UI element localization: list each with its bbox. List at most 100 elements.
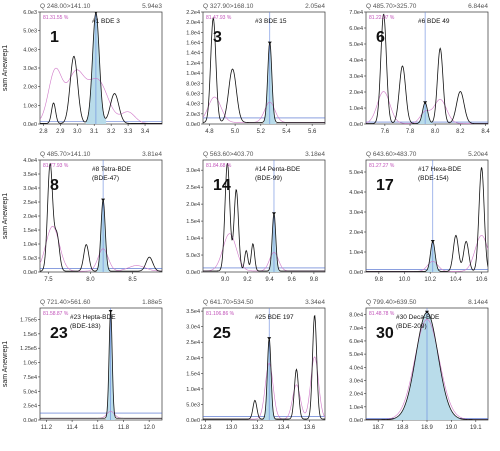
compound-title: #17 Hexa-BDE (418, 166, 462, 173)
y-tick-label: 1.25e5 (20, 346, 37, 352)
y-tick-label: 2.0e4 (349, 90, 363, 96)
y-tick-label: 4.0e4 (23, 158, 37, 164)
y-tick-label: 3.0e4 (186, 168, 200, 174)
sample-trace-line (366, 13, 488, 124)
x-tick-label: 10.4 (450, 277, 462, 283)
max-intensity-label: 8.14e4 (468, 299, 488, 306)
y-tick-label: 3.0e4 (186, 325, 200, 331)
panels: Q 248.00>141.10 5.94e3 0.0e0 1.0e3 2.0e3 3.0e… (2, 3, 490, 431)
compound-number-label: 23 (50, 325, 68, 342)
max-intensity-label: 3.18e4 (305, 151, 325, 158)
match-score-label: 81.48.78 % (369, 311, 395, 317)
sample-trace-line (366, 166, 488, 272)
compound-number-label: 17 (376, 177, 394, 194)
x-tick-label: 12.0 (143, 425, 155, 431)
y-tick-label: 2.0e4 (186, 356, 200, 362)
x-tick-label: 9.8 (310, 277, 319, 283)
chart-panel-14: Q 563.60>403.70 3.18e4 0.0e0 5.0e3 1.0e4 1.5e… (186, 151, 325, 283)
compound-title: #1 BDE 3 (92, 18, 120, 25)
x-tick-label: 7.8 (406, 129, 415, 135)
x-tick-label: 7.5 (44, 277, 53, 283)
compound-subtitle: (BDE-154) (418, 175, 449, 182)
transition-label: Q 563.60>403.70 (203, 151, 254, 158)
chart-panel-3: Q 327.90>168.10 2.05e4 0.0e0 2.0e3 4.0e3 6.0e… (186, 3, 325, 135)
y-tick-label: 2.0e3 (186, 112, 200, 118)
transition-label: Q 643.60>483.70 (366, 151, 417, 158)
match-score-label: 81.106.86 % (206, 311, 235, 317)
chart-panel-25: Q 641.70>534.50 3.34e4 0.0e0 5.0e3 1.0e4 1.5e… (186, 299, 325, 431)
y-tick-label: 1.5e4 (186, 371, 200, 377)
transition-label: Q 799.40>639.50 (366, 299, 417, 306)
plot-area (366, 12, 488, 124)
y-tick-label: 0.0e0 (23, 122, 37, 128)
x-tick-label: 13.6 (304, 425, 316, 431)
peak-apex-marker (271, 212, 276, 216)
x-tick-label: 10.6 (476, 277, 488, 283)
x-tick-label: 10.0 (399, 277, 411, 283)
peak-apex-marker (101, 198, 106, 202)
sample-trace-line (40, 163, 162, 272)
x-tick-label: 8.4 (481, 129, 490, 135)
y-tick-label: 1.2e4 (186, 61, 200, 67)
max-intensity-label: 3.34e4 (305, 299, 325, 306)
transition-label: Q 485.70>325.70 (366, 3, 417, 10)
y-tick-label: 0.0e0 (186, 122, 200, 128)
x-tick-label: 8.0 (431, 129, 440, 135)
y-tick-label: 1.5e4 (186, 219, 200, 225)
compound-subtitle: (BDE-99) (255, 175, 282, 182)
y-tick-label: 2.0e3 (23, 85, 37, 91)
max-intensity-label: 6.84e4 (468, 3, 488, 10)
y-tick-label: 7.5e4 (23, 375, 37, 381)
x-tick-label: 8.0 (86, 277, 95, 283)
y-tick-label: 5.0e3 (23, 29, 37, 35)
x-tick-label: 11.6 (92, 425, 104, 431)
x-tick-label: 2.8 (39, 129, 48, 135)
max-intensity-label: 5.94e3 (142, 3, 162, 10)
y-tick-label: 0.0e0 (349, 122, 363, 128)
peak-apex-marker (267, 337, 272, 341)
y-tick-label: 2.5e4 (186, 340, 200, 346)
compound-title: #8 Tetra-BDE (92, 166, 132, 173)
x-tick-label: 11.8 (118, 425, 130, 431)
x-tick-label: 5.6 (308, 129, 317, 135)
transition-label: Q 641.70>534.50 (203, 299, 254, 306)
y-tick-label: 3.5e4 (186, 309, 200, 315)
y-tick-label: 5.0e3 (186, 402, 200, 408)
y-tick-label: 3.0e4 (349, 378, 363, 384)
plot-area (366, 308, 488, 420)
y-tick-label: 0.0e0 (186, 270, 200, 276)
compound-title: #6 BDE 49 (418, 18, 450, 25)
chart-panel-1: Q 248.00>141.10 5.94e3 0.0e0 1.0e3 2.0e3 3.0e… (2, 3, 162, 135)
compound-title: #23 Hepta-BDE (70, 314, 116, 321)
x-tick-label: 5.4 (282, 129, 291, 135)
y-tick-label: 2.0e4 (186, 20, 200, 26)
x-tick-label: 3.2 (107, 129, 116, 135)
transition-label: Q 248.00>141.10 (40, 3, 91, 10)
y-tick-label: 8.0e4 (349, 313, 363, 319)
reference-trace-line (40, 226, 162, 272)
sample-trace-line (40, 12, 162, 124)
compound-number-label: 14 (213, 177, 231, 194)
peak-apex-marker (108, 310, 113, 314)
x-tick-label: 18.8 (397, 425, 409, 431)
x-tick-label: 4.8 (205, 129, 214, 135)
y-tick-label: 1.0e4 (349, 106, 363, 112)
reference-trace-line (366, 91, 488, 124)
chart-panel-8: Q 485.70>141.10 3.81e4 0.0e0 5.0e3 1.0e4 1.5e… (2, 151, 162, 283)
x-tick-label: 9.6 (288, 277, 297, 283)
y-tick-label: 3.0e4 (23, 186, 37, 192)
compound-number-label: 1 (50, 29, 59, 46)
x-tick-label: 13.4 (278, 425, 290, 431)
plot-frame (202, 11, 326, 125)
x-tick-label: 10.2 (424, 277, 436, 283)
x-tick-label: 9.8 (375, 277, 384, 283)
max-intensity-label: 1.88e5 (142, 299, 162, 306)
compound-subtitle: (BDE-183) (70, 323, 101, 330)
y-tick-label: 5.0e4 (23, 389, 37, 395)
peak-apex-marker (267, 41, 272, 45)
match-score-label: 81.84.68 % (206, 163, 232, 169)
plot-area (40, 160, 162, 272)
y-tick-label: 1.4e4 (186, 51, 200, 57)
y-tick-label: 2.0e4 (349, 230, 363, 236)
